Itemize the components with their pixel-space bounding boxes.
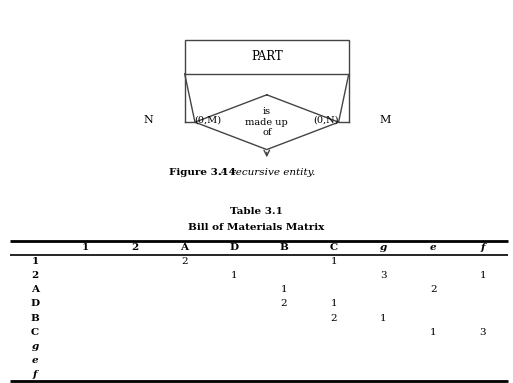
Text: 3: 3 bbox=[380, 272, 387, 280]
Text: A recursive entity.: A recursive entity. bbox=[207, 168, 316, 177]
Text: N: N bbox=[144, 115, 154, 125]
Text: g: g bbox=[380, 243, 387, 252]
Text: PART: PART bbox=[251, 51, 283, 63]
Text: f: f bbox=[481, 243, 485, 252]
Text: C: C bbox=[31, 327, 39, 337]
Text: 1: 1 bbox=[330, 257, 337, 266]
Text: B: B bbox=[31, 314, 40, 322]
Text: 1: 1 bbox=[31, 257, 39, 266]
Text: 2: 2 bbox=[430, 285, 437, 295]
Text: 1: 1 bbox=[380, 314, 387, 322]
Text: D: D bbox=[31, 300, 40, 308]
Text: (0,M): (0,M) bbox=[194, 116, 221, 124]
Text: 1: 1 bbox=[81, 243, 89, 252]
Text: B: B bbox=[280, 243, 288, 252]
Text: Bill of Materials Matrix: Bill of Materials Matrix bbox=[188, 223, 325, 232]
Text: g: g bbox=[31, 342, 39, 350]
Text: e: e bbox=[430, 243, 437, 252]
Text: D: D bbox=[230, 243, 239, 252]
Text: Table 3.1: Table 3.1 bbox=[230, 206, 283, 216]
Text: 2: 2 bbox=[181, 257, 188, 266]
Text: e: e bbox=[32, 356, 38, 365]
Text: C: C bbox=[330, 243, 338, 252]
Text: 2: 2 bbox=[281, 300, 287, 308]
Text: f: f bbox=[33, 370, 37, 379]
Text: 2: 2 bbox=[131, 243, 139, 252]
Text: Figure 3.14: Figure 3.14 bbox=[169, 168, 236, 177]
Text: 1: 1 bbox=[231, 272, 238, 280]
Text: M: M bbox=[379, 115, 390, 125]
Text: 1: 1 bbox=[330, 300, 337, 308]
Bar bbox=[185, 40, 349, 74]
Text: A: A bbox=[31, 285, 39, 295]
Text: 3: 3 bbox=[480, 327, 486, 337]
Text: 2: 2 bbox=[330, 314, 337, 322]
Text: is
made up
of: is made up of bbox=[245, 107, 288, 137]
Text: 2: 2 bbox=[31, 272, 39, 280]
Text: A: A bbox=[181, 243, 188, 252]
Text: 1: 1 bbox=[430, 327, 437, 337]
Text: 1: 1 bbox=[480, 272, 486, 280]
Text: (0,N): (0,N) bbox=[313, 116, 339, 124]
Text: 1: 1 bbox=[281, 285, 287, 295]
